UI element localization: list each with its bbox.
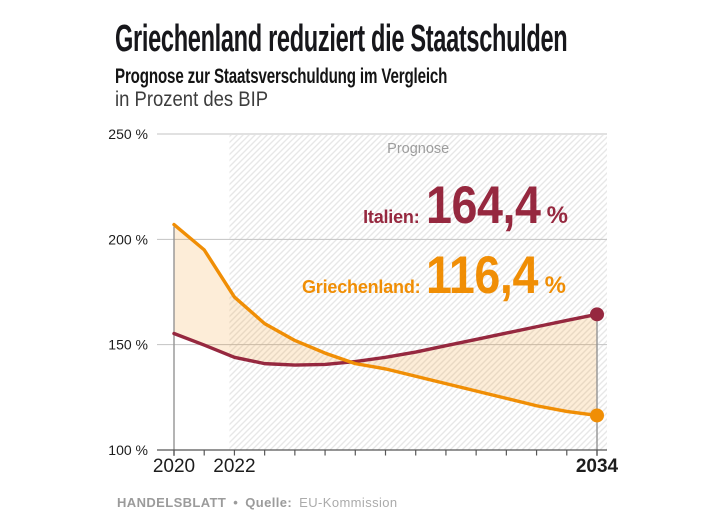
chart-subtitle: Prognose zur Staatsverschuldung im Vergl… bbox=[115, 65, 448, 88]
source-label: Quelle: bbox=[245, 495, 293, 510]
difference-fill bbox=[174, 224, 597, 416]
italien-line bbox=[172, 312, 599, 367]
italy-value: 164,4 bbox=[425, 176, 541, 235]
griechenland-end-dot bbox=[590, 408, 604, 423]
y-tick-label: 100 % bbox=[108, 442, 148, 458]
y-tick-label: 250 % bbox=[108, 126, 148, 142]
italien-end-dot bbox=[590, 307, 604, 322]
italy-value-callout: Italien: 164,4 % bbox=[363, 179, 568, 232]
greece-value: 116,4 bbox=[426, 246, 539, 305]
griechenland-line bbox=[172, 222, 599, 418]
y-tick-label: 150 % bbox=[108, 337, 148, 353]
prognose-label: Prognose bbox=[387, 141, 449, 157]
source-line: HANDELSBLATT • Quelle: EU-Kommission bbox=[117, 496, 401, 509]
greece-label: Griechenland: bbox=[302, 277, 421, 297]
x-tick-label: 2034 bbox=[576, 456, 619, 477]
x-tick-label: 2022 bbox=[213, 456, 255, 477]
brand-name: HANDELSBLATT bbox=[117, 495, 227, 510]
page-title: Griechenland reduziert die Staatschulden bbox=[115, 18, 568, 60]
chart-unit-label: in Prozent des BIP bbox=[115, 88, 269, 111]
italy-unit: % bbox=[546, 202, 568, 229]
greece-value-callout: Griechenland: 116,4 % bbox=[302, 249, 566, 302]
greece-unit: % bbox=[544, 272, 566, 299]
italy-label: Italien: bbox=[363, 207, 420, 227]
source-name: EU-Kommission bbox=[299, 495, 398, 510]
y-tick-label: 200 % bbox=[108, 231, 148, 247]
separator-dot: • bbox=[233, 495, 239, 510]
x-tick-label: 2020 bbox=[153, 456, 195, 477]
prognose-region bbox=[229, 135, 607, 450]
